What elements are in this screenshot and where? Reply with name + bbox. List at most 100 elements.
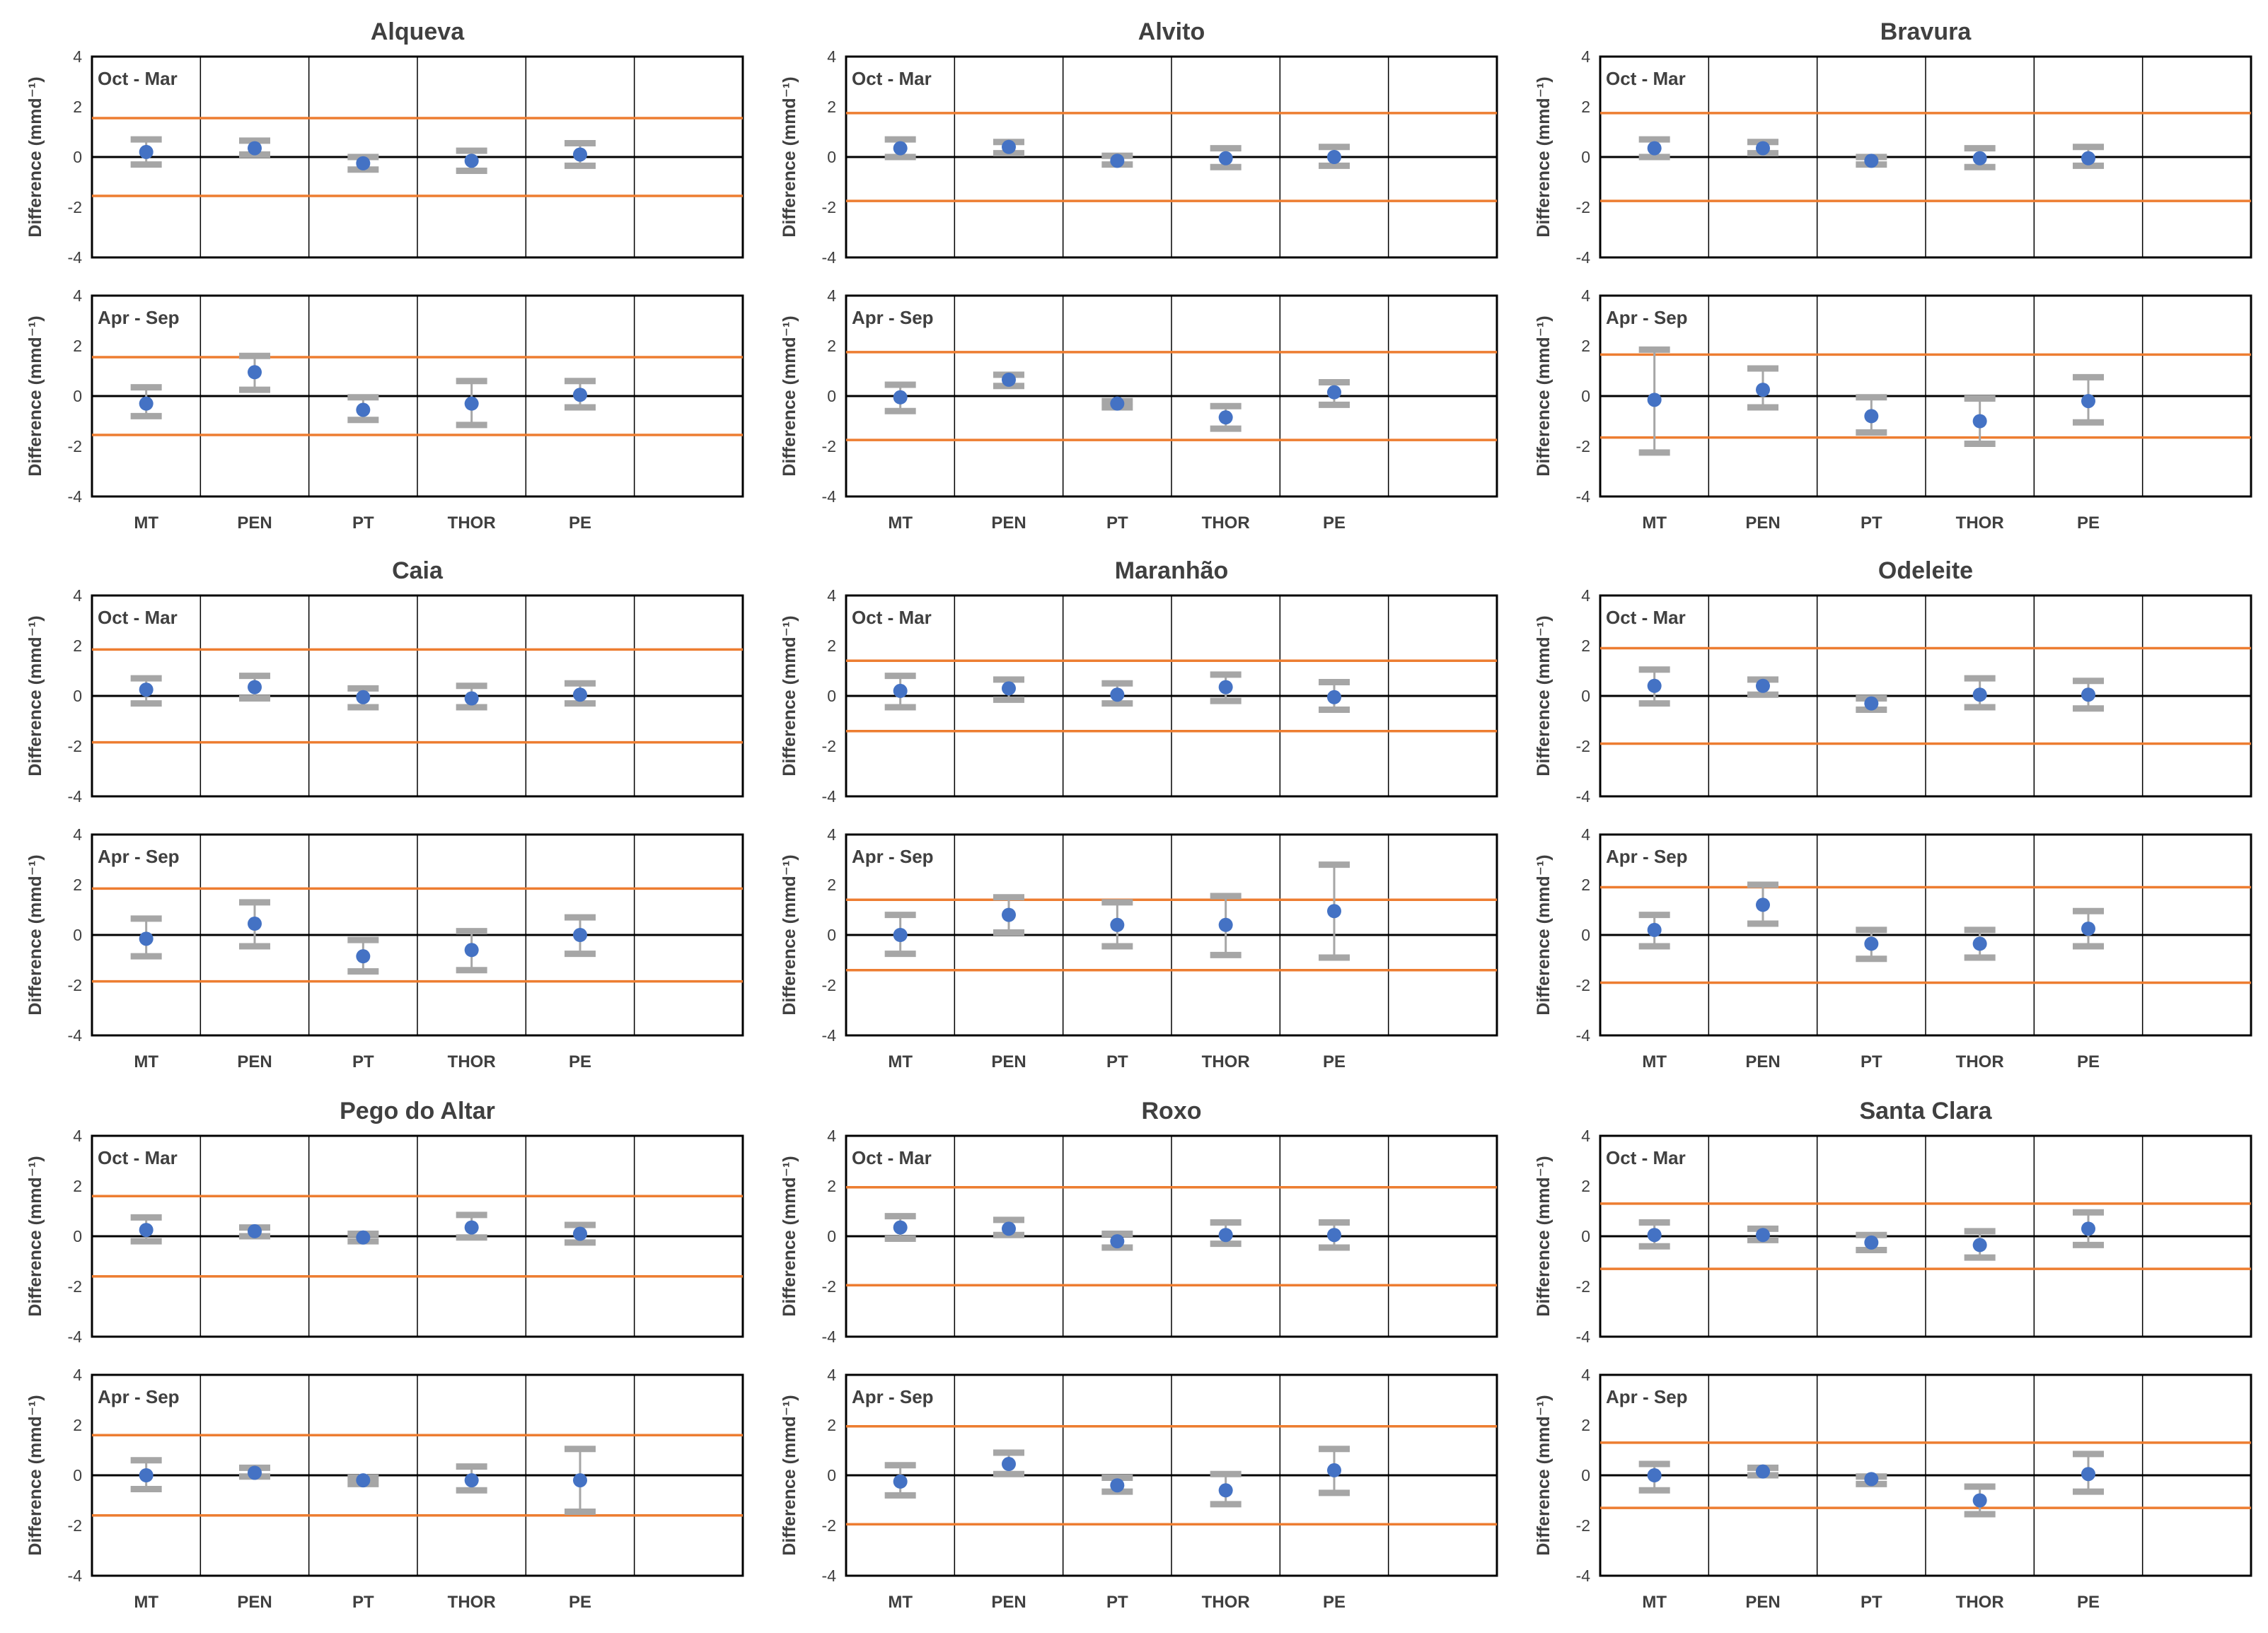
data-point xyxy=(893,1474,908,1489)
y-axis-label: Difference (mmd⁻¹) xyxy=(25,315,45,476)
data-point xyxy=(2081,1467,2095,1482)
x-category-label: PE xyxy=(1323,1052,1346,1071)
season-label: Oct - Mar xyxy=(852,68,932,89)
data-point xyxy=(248,141,262,156)
y-tick-label: -2 xyxy=(822,737,836,755)
season-label: Apr - Sep xyxy=(852,846,934,867)
x-category-label: PT xyxy=(1106,1593,1128,1612)
y-tick-label: -2 xyxy=(68,1277,82,1296)
y-tick-label: -2 xyxy=(822,437,836,455)
y-tick-label: -4 xyxy=(1576,248,1591,267)
data-point xyxy=(1110,1478,1125,1493)
x-category-label: PT xyxy=(352,1593,374,1612)
chart-title: Roxo xyxy=(1142,1098,1202,1124)
data-point xyxy=(1002,1221,1016,1236)
y-tick-label: -2 xyxy=(1576,737,1590,755)
season-label: Apr - Sep xyxy=(852,1386,934,1407)
chart-title: Alvito xyxy=(1138,18,1205,45)
data-point xyxy=(573,687,587,702)
data-point xyxy=(1864,936,1879,951)
data-point xyxy=(1218,1483,1233,1498)
y-tick-label: 4 xyxy=(73,286,82,305)
y-axis-label: Difference (mmd⁻¹) xyxy=(780,76,799,237)
y-tick-label: 0 xyxy=(827,687,836,705)
data-point xyxy=(1647,1468,1662,1482)
y-tick-label: -4 xyxy=(1576,1026,1591,1045)
data-point xyxy=(2081,394,2095,409)
y-tick-label: 2 xyxy=(827,1177,836,1195)
y-tick-label: 4 xyxy=(73,825,82,844)
data-point xyxy=(1756,1228,1770,1243)
data-point xyxy=(893,683,908,698)
y-tick-label: 2 xyxy=(73,637,82,655)
y-tick-label: -4 xyxy=(822,1327,837,1346)
x-category-label: MT xyxy=(134,513,158,533)
y-tick-label: -2 xyxy=(1576,1277,1590,1296)
data-point xyxy=(1972,936,1987,951)
y-tick-label: -4 xyxy=(1576,1567,1591,1585)
y-axis-label: Difference (mmd⁻¹) xyxy=(25,76,45,237)
y-tick-label: -4 xyxy=(1576,1327,1591,1346)
data-point xyxy=(1647,678,1662,693)
data-point xyxy=(1110,153,1125,168)
y-tick-label: 2 xyxy=(827,876,836,894)
data-point xyxy=(1864,153,1879,168)
x-category-label: PT xyxy=(1106,513,1128,533)
data-point xyxy=(1002,139,1016,154)
data-point xyxy=(356,1230,371,1245)
y-tick-label: 4 xyxy=(827,825,836,844)
y-axis-label: Difference (mmd⁻¹) xyxy=(780,1156,799,1316)
y-tick-label: 4 xyxy=(1581,586,1590,605)
y-tick-label: -2 xyxy=(822,1516,836,1535)
y-tick-label: 2 xyxy=(1581,1177,1590,1195)
y-tick-label: 4 xyxy=(73,586,82,605)
y-tick-label: -4 xyxy=(1576,487,1591,506)
y-axis-label: Difference (mmd⁻¹) xyxy=(1534,615,1554,776)
data-point xyxy=(1218,1228,1233,1243)
data-point xyxy=(464,691,479,706)
y-tick-label: -4 xyxy=(68,1567,83,1585)
y-tick-label: -2 xyxy=(68,437,82,455)
x-category-label: PEN xyxy=(1745,1052,1780,1071)
y-axis-label: Difference (mmd⁻¹) xyxy=(1534,315,1554,476)
x-category-label: THOR xyxy=(1202,1593,1250,1612)
y-axis-label: Difference (mmd⁻¹) xyxy=(780,854,799,1015)
data-point xyxy=(248,917,262,931)
x-category-label: THOR xyxy=(1956,513,2004,533)
y-tick-label: 4 xyxy=(1581,1127,1590,1145)
x-category-label: MT xyxy=(134,1052,158,1071)
data-point xyxy=(1218,680,1233,695)
y-tick-label: 2 xyxy=(73,1177,82,1195)
data-point xyxy=(1327,150,1341,164)
x-category-label: PT xyxy=(1106,1052,1128,1071)
data-point xyxy=(1647,1228,1662,1243)
data-point xyxy=(1972,1238,1987,1253)
y-tick-label: 4 xyxy=(827,586,836,605)
y-axis-label: Difference (mmd⁻¹) xyxy=(25,615,45,776)
season-label: Apr - Sep xyxy=(98,1386,180,1407)
data-point xyxy=(1218,917,1233,932)
x-category-label: MT xyxy=(1642,1052,1667,1071)
data-point xyxy=(139,1468,154,1482)
data-point xyxy=(139,682,154,697)
y-tick-label: -2 xyxy=(822,1277,836,1296)
y-tick-label: 0 xyxy=(1581,687,1590,705)
y-tick-label: 4 xyxy=(73,1127,82,1145)
y-tick-label: 0 xyxy=(73,926,82,944)
data-point xyxy=(1972,1493,1987,1508)
x-category-label: THOR xyxy=(448,1052,496,1071)
y-tick-label: 0 xyxy=(73,1466,82,1484)
data-point xyxy=(1972,687,1987,702)
data-point xyxy=(1327,690,1341,704)
y-axis-label: Difference (mmd⁻¹) xyxy=(780,315,799,476)
x-category-label: PEN xyxy=(237,1593,272,1612)
data-point xyxy=(356,156,371,170)
y-tick-label: -2 xyxy=(1576,437,1590,455)
y-tick-label: -4 xyxy=(68,1327,83,1346)
x-category-label: MT xyxy=(1642,513,1667,533)
season-label: Oct - Mar xyxy=(852,1147,932,1168)
y-tick-label: -4 xyxy=(68,248,83,267)
y-tick-label: 0 xyxy=(73,148,82,166)
